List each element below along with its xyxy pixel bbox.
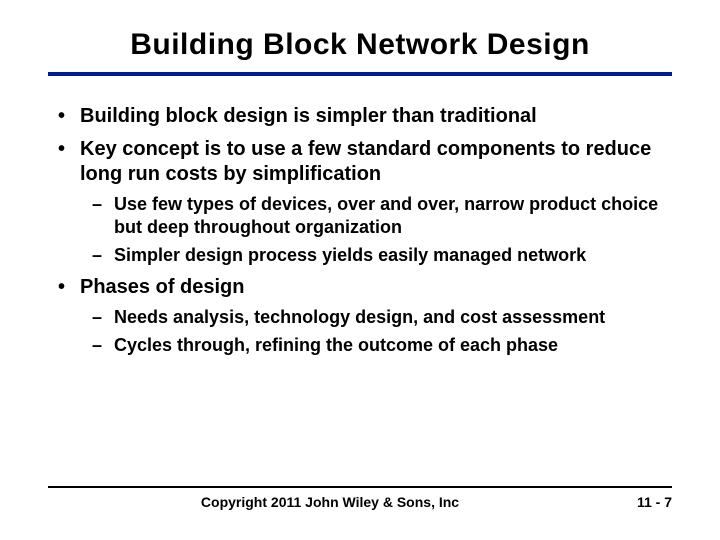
bullet-text: Phases of design (80, 276, 245, 298)
page-number: 11 - 7 (612, 494, 672, 510)
sub-bullet-text: Simpler design process yields easily man… (114, 245, 586, 265)
copyright-text: Copyright 2011 John Wiley & Sons, Inc (48, 494, 612, 510)
sub-bullet-item: Cycles through, refining the outcome of … (80, 334, 672, 357)
title-rule (48, 72, 672, 76)
bullet-text: Key concept is to use a few standard com… (80, 138, 651, 185)
footer-row: Copyright 2011 John Wiley & Sons, Inc 11… (48, 494, 672, 510)
slide-footer: Copyright 2011 John Wiley & Sons, Inc 11… (48, 486, 672, 510)
sub-bullet-text: Cycles through, refining the outcome of … (114, 335, 558, 355)
sub-bullet-text: Needs analysis, technology design, and c… (114, 307, 605, 327)
slide-title: Building Block Network Design (48, 28, 672, 72)
bullet-item: Building block design is simpler than tr… (48, 104, 672, 129)
sub-bullet-item: Use few types of devices, over and over,… (80, 193, 672, 238)
bullet-item: Phases of design Needs analysis, technol… (48, 275, 672, 357)
sub-bullet-list: Use few types of devices, over and over,… (80, 193, 672, 267)
slide-content: Building block design is simpler than tr… (48, 104, 672, 357)
bullet-text: Building block design is simpler than tr… (80, 105, 537, 127)
sub-bullet-text: Use few types of devices, over and over,… (114, 194, 658, 237)
sub-bullet-item: Needs analysis, technology design, and c… (80, 306, 672, 329)
bullet-list: Building block design is simpler than tr… (48, 104, 672, 357)
sub-bullet-list: Needs analysis, technology design, and c… (80, 306, 672, 357)
footer-rule (48, 486, 672, 488)
slide: Building Block Network Design Building b… (0, 0, 720, 540)
sub-bullet-item: Simpler design process yields easily man… (80, 244, 672, 267)
bullet-item: Key concept is to use a few standard com… (48, 137, 672, 267)
